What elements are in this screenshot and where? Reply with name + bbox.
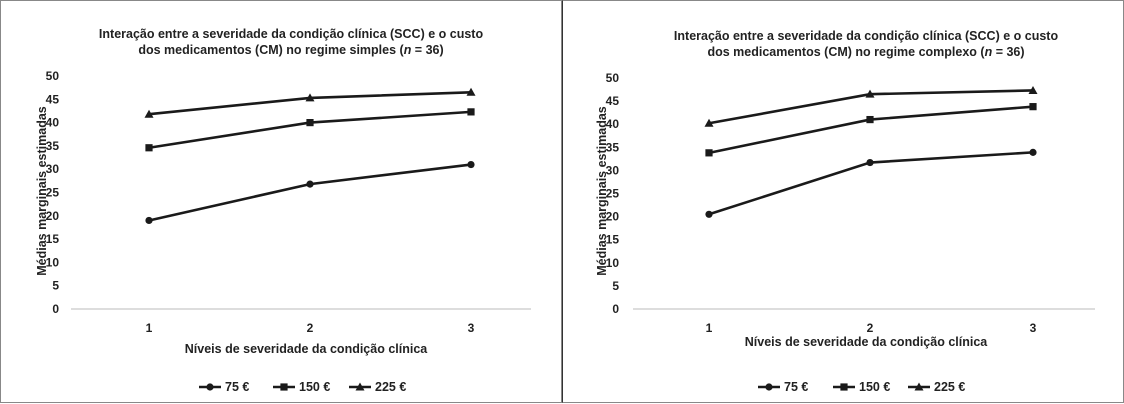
y-tick-label: 50	[606, 71, 620, 85]
legend-label: 225 €	[934, 380, 965, 394]
y-tick-label: 40	[606, 117, 620, 131]
x-tick-label: 3	[1030, 321, 1037, 335]
x-tick-label: 1	[146, 321, 153, 335]
series-line-square	[148, 110, 472, 150]
y-axis-label: Médias marginais estimadas	[35, 106, 49, 276]
legend-marker-square	[840, 383, 848, 391]
y-tick-label: 45	[46, 92, 60, 106]
legend-label: 75 €	[225, 380, 249, 394]
legend-label: 150 €	[299, 380, 330, 394]
series-line-circle	[148, 163, 472, 222]
data-point-triangle	[144, 109, 154, 118]
data-point-circle	[1029, 148, 1037, 156]
y-tick-label: 0	[612, 302, 619, 316]
y-tick-label: 15	[46, 232, 60, 246]
legend-marker-circle	[206, 383, 214, 391]
line-chart-complexo: Interação entre a severidade da condição…	[595, 29, 1095, 394]
legend-label: 225 €	[375, 380, 406, 394]
chart-title-line: Interação entre a severidade da condição…	[99, 27, 484, 41]
legend-marker-triangle	[355, 382, 365, 391]
chart-content: Interação entre a severidade da condição…	[35, 27, 531, 394]
x-axis-label: Níveis de severidade da condição clínica	[745, 335, 989, 349]
y-tick-label: 30	[606, 163, 620, 177]
y-tick-label: 20	[46, 209, 60, 223]
chart-content: Interação entre a severidade da condição…	[595, 29, 1095, 394]
chart-panel-simples: Interação entre a severidade da condição…	[0, 0, 562, 403]
y-tick-label: 50	[46, 69, 60, 83]
y-tick-label: 45	[606, 94, 620, 108]
chart-title-line: dos medicamentos (CM) no regime simples …	[138, 43, 443, 57]
legend-marker-circle	[765, 383, 773, 391]
y-tick-label: 35	[46, 139, 60, 153]
y-tick-label: 5	[52, 279, 59, 293]
y-tick-label: 10	[46, 255, 60, 269]
chart-panel-complexo: Interação entre a severidade da condição…	[562, 0, 1124, 403]
data-point-triangle	[305, 93, 315, 102]
x-axis-label: Níveis de severidade da condição clínica	[185, 342, 429, 356]
data-point-square	[145, 144, 153, 152]
y-tick-label: 25	[46, 186, 60, 200]
y-tick-label: 5	[612, 279, 619, 293]
x-tick-label: 1	[706, 321, 713, 335]
y-tick-label: 35	[606, 140, 620, 154]
data-point-square	[467, 108, 475, 116]
data-point-square	[306, 119, 314, 127]
y-tick-label: 15	[606, 233, 620, 247]
data-point-square	[1029, 103, 1037, 111]
y-tick-label: 0	[52, 302, 59, 316]
y-tick-label: 25	[606, 187, 620, 201]
y-tick-label: 40	[46, 116, 60, 130]
chart-title-line: dos medicamentos (CM) no regime complexo…	[707, 45, 1024, 59]
x-tick-label: 3	[468, 321, 475, 335]
y-tick-label: 20	[606, 210, 620, 224]
y-tick-label: 30	[46, 162, 60, 176]
y-tick-label: 10	[606, 256, 620, 270]
data-point-circle	[145, 216, 153, 225]
legend-marker-square	[280, 383, 288, 391]
legend-label: 150 €	[859, 380, 890, 394]
data-point-circle	[306, 180, 314, 188]
y-axis-label: Médias marginais estimadas	[595, 106, 609, 276]
x-tick-label: 2	[307, 321, 314, 335]
data-point-triangle	[865, 89, 875, 98]
data-point-square	[705, 149, 713, 157]
data-point-circle	[467, 160, 475, 169]
data-point-triangle	[704, 118, 714, 127]
legend-marker-triangle	[914, 382, 924, 391]
data-point-triangle	[1028, 85, 1038, 94]
data-point-square	[866, 115, 874, 124]
data-point-triangle	[466, 87, 476, 96]
line-chart-simples: Interação entre a severidade da condição…	[35, 27, 531, 394]
chart-title-line: Interação entre a severidade da condição…	[674, 29, 1059, 43]
x-tick-label: 2	[867, 321, 874, 335]
legend-label: 75 €	[784, 380, 808, 394]
data-point-circle	[866, 158, 874, 167]
data-point-circle	[705, 210, 713, 218]
